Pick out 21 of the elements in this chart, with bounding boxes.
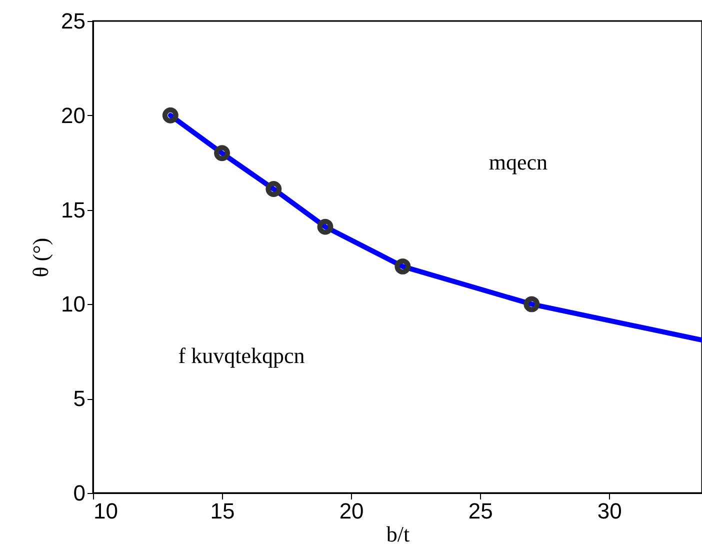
x-tick-label: 10 [94,498,118,524]
x-tick-label: 15 [210,498,235,524]
y-tick-label: 0 [73,480,86,506]
y-tick-label: 10 [61,292,86,317]
y-tick-label: 15 [61,197,86,222]
annotation: mqecn [488,150,548,175]
y-tick-label: 20 [61,102,86,128]
x-axis-title: b/t [386,522,410,546]
point [394,258,411,274]
point [214,145,230,162]
y-tick-label: 5 [73,386,86,412]
x-tick-label: 30 [597,498,622,524]
x-tick-label: 25 [468,498,493,524]
x-tick-label: 20 [339,498,364,524]
point [162,107,178,124]
y-axis-title: θ (°) [28,238,54,278]
point [317,218,334,235]
point [524,296,540,312]
point [266,181,282,197]
annotation: f kuvqtekqpcn [178,343,305,368]
y-tick-label: 25 [61,8,86,34]
